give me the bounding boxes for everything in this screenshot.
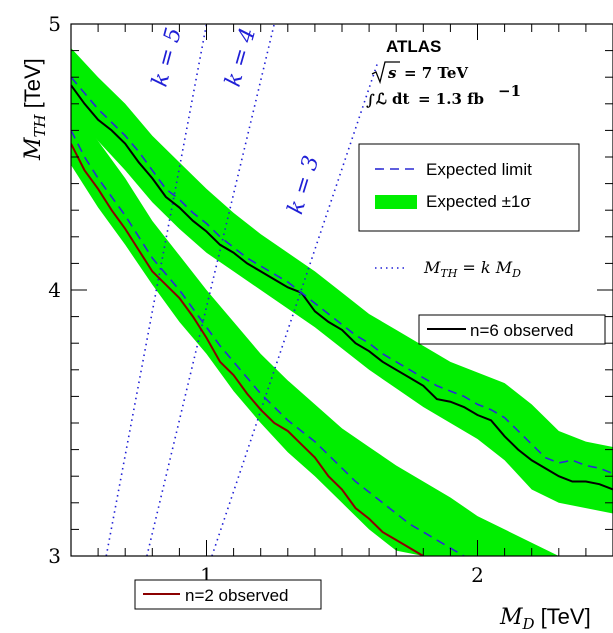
legend-expected-label: Expected limit (426, 160, 532, 179)
lumi-value: = 1.3 fb (418, 90, 484, 108)
svg-text:MD[TeV]: MD [TeV] (499, 604, 591, 633)
k-lines (105, 24, 378, 556)
experiment-annotation: ATLAS s = 7 TeV ∫ ℒ dt = 1.3 fb −1 (366, 37, 521, 109)
y-axis-unit: [TeV] (20, 58, 45, 108)
uncertainty-bands (71, 47, 613, 556)
k-line-label-1: k = 4 (221, 25, 262, 89)
legend-band-swatch (375, 195, 417, 209)
experiment-label: ATLAS (386, 37, 441, 56)
energy-sqrt-var: s (388, 64, 397, 82)
lumi-integral: ∫ (366, 91, 375, 109)
limit-curves (71, 76, 613, 556)
legend-band-label: Expected ±1σ (426, 192, 531, 211)
n2-observed-label: n=2 observed (134, 579, 322, 610)
series-n-2-observed (71, 143, 424, 556)
legend-kline-label: MTH = k MD (423, 258, 521, 280)
y-tick-label: 5 (48, 12, 61, 36)
k-line-label-0: k = 5 (147, 25, 187, 89)
k-line-2 (211, 63, 378, 556)
k-line-0 (105, 24, 208, 556)
y-axis-subscript: TH (31, 113, 49, 137)
x-axis-subscript: D (522, 615, 535, 633)
lumi-symbol: ℒ dt (376, 90, 410, 108)
series-n-2-expected (71, 130, 465, 556)
x-tick-label: 2 (471, 563, 484, 587)
y-tick-label: 4 (48, 278, 61, 302)
y-tick-label: 3 (48, 544, 61, 568)
energy-value: = 7 TeV (404, 64, 468, 82)
x-axis-title: MD [TeV] (499, 604, 591, 633)
n6-observed-text: n=6 observed (470, 321, 574, 340)
series-n-6-expected (71, 76, 613, 475)
x-axis-symbol: M (499, 605, 523, 630)
y-axis-symbol: M (21, 137, 46, 161)
band-n2 (71, 103, 613, 556)
lumi-label: ∫ ℒ dt = 1.3 fb −1 (366, 82, 521, 109)
legend: Expected limit Expected ±1σ MTH = k MD (358, 143, 580, 280)
k-line-label-2: k = 3 (283, 153, 324, 217)
x-axis-unit: [TeV] (541, 604, 591, 629)
n2-observed-text: n=2 observed (185, 586, 289, 605)
band-n6 (71, 47, 613, 514)
lumi-exponent: −1 (498, 82, 521, 100)
series-n-6-observed (71, 84, 613, 491)
energy-label: s = 7 TeV (371, 61, 468, 85)
svg-text:MTH[TeV]: MTH [TeV] (20, 58, 49, 161)
y-axis-title: MTH [TeV] (20, 58, 49, 161)
legend-box (358, 143, 580, 232)
n6-observed-label: n=6 observed (418, 314, 606, 345)
